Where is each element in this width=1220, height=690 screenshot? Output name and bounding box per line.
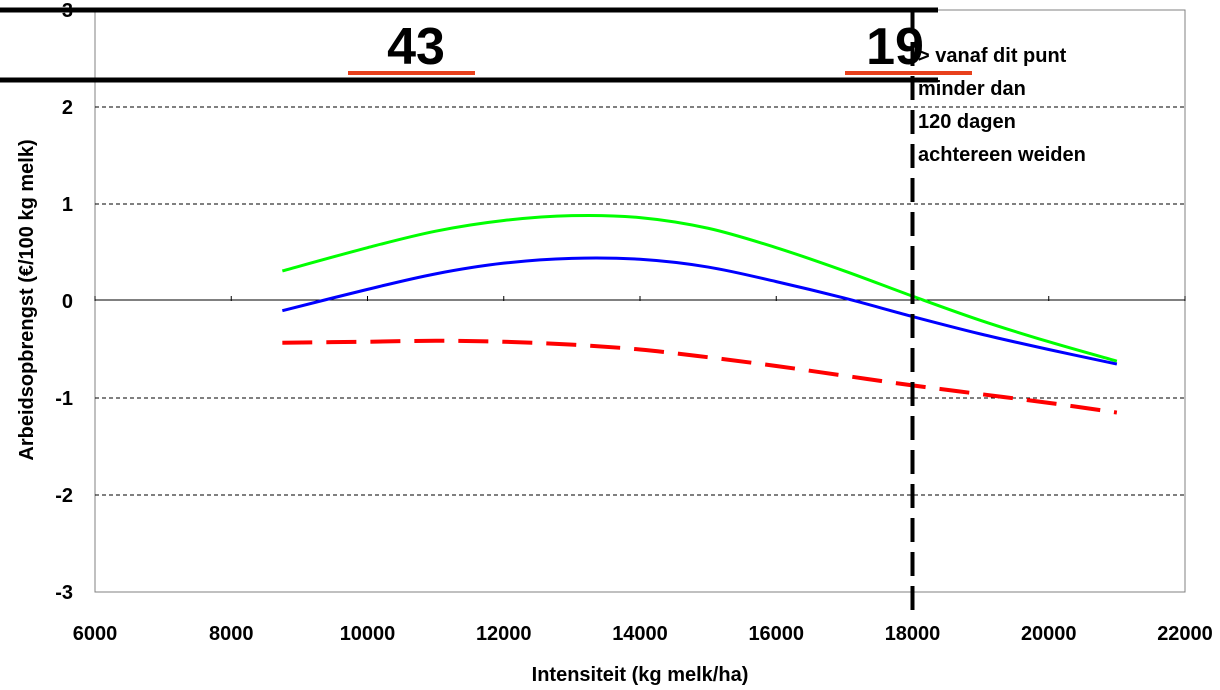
x-tick-label: 10000 [340,623,396,645]
note-line-4: achtereen weiden [918,144,1086,166]
y-tick-label: -3 [55,582,73,604]
x-tick-label: 22000 [1157,623,1213,645]
y-tick-label: 1 [62,194,73,216]
note-line-3: 120 dagen [918,111,1016,133]
header-number-left: 43 [387,18,445,76]
y-axis-title: Arbeidsopbrengst (€/100 kg melk) [16,139,38,460]
x-tick-label: 14000 [612,623,668,645]
y-tick-label: 0 [62,291,73,313]
note-line-2: minder dan [918,78,1026,100]
x-tick-label: 12000 [476,623,532,645]
marker-bar-right [845,71,972,75]
marker-bar-left [348,71,475,75]
x-tick-labels: 6000 8000 10000 12000 14000 16000 18000 20000 22… [73,623,1213,645]
header-number-right: 19 [866,18,924,76]
y-tick-labels: -3-2-10123 [55,0,73,604]
x-tick-label: 18000 [885,623,941,645]
x-tick-marks [94,296,1186,301]
y-tick-label: -1 [55,388,73,410]
x-axis-title: Intensiteit (kg melk/ha) [532,664,749,686]
y-tick-label: 2 [62,97,73,119]
y-tick-label: -2 [55,485,73,507]
series-line-blue [281,256,1118,366]
x-tick-label: 16000 [748,623,804,645]
series-line-green [281,213,1118,363]
series-lines [281,213,1118,415]
x-tick-label: 6000 [73,623,118,645]
x-tick-label: 8000 [209,623,254,645]
x-tick-label: 20000 [1021,623,1077,645]
note-line-1: > vanaf dit punt [918,45,1067,67]
series-line-red-dashed [282,338,1118,415]
